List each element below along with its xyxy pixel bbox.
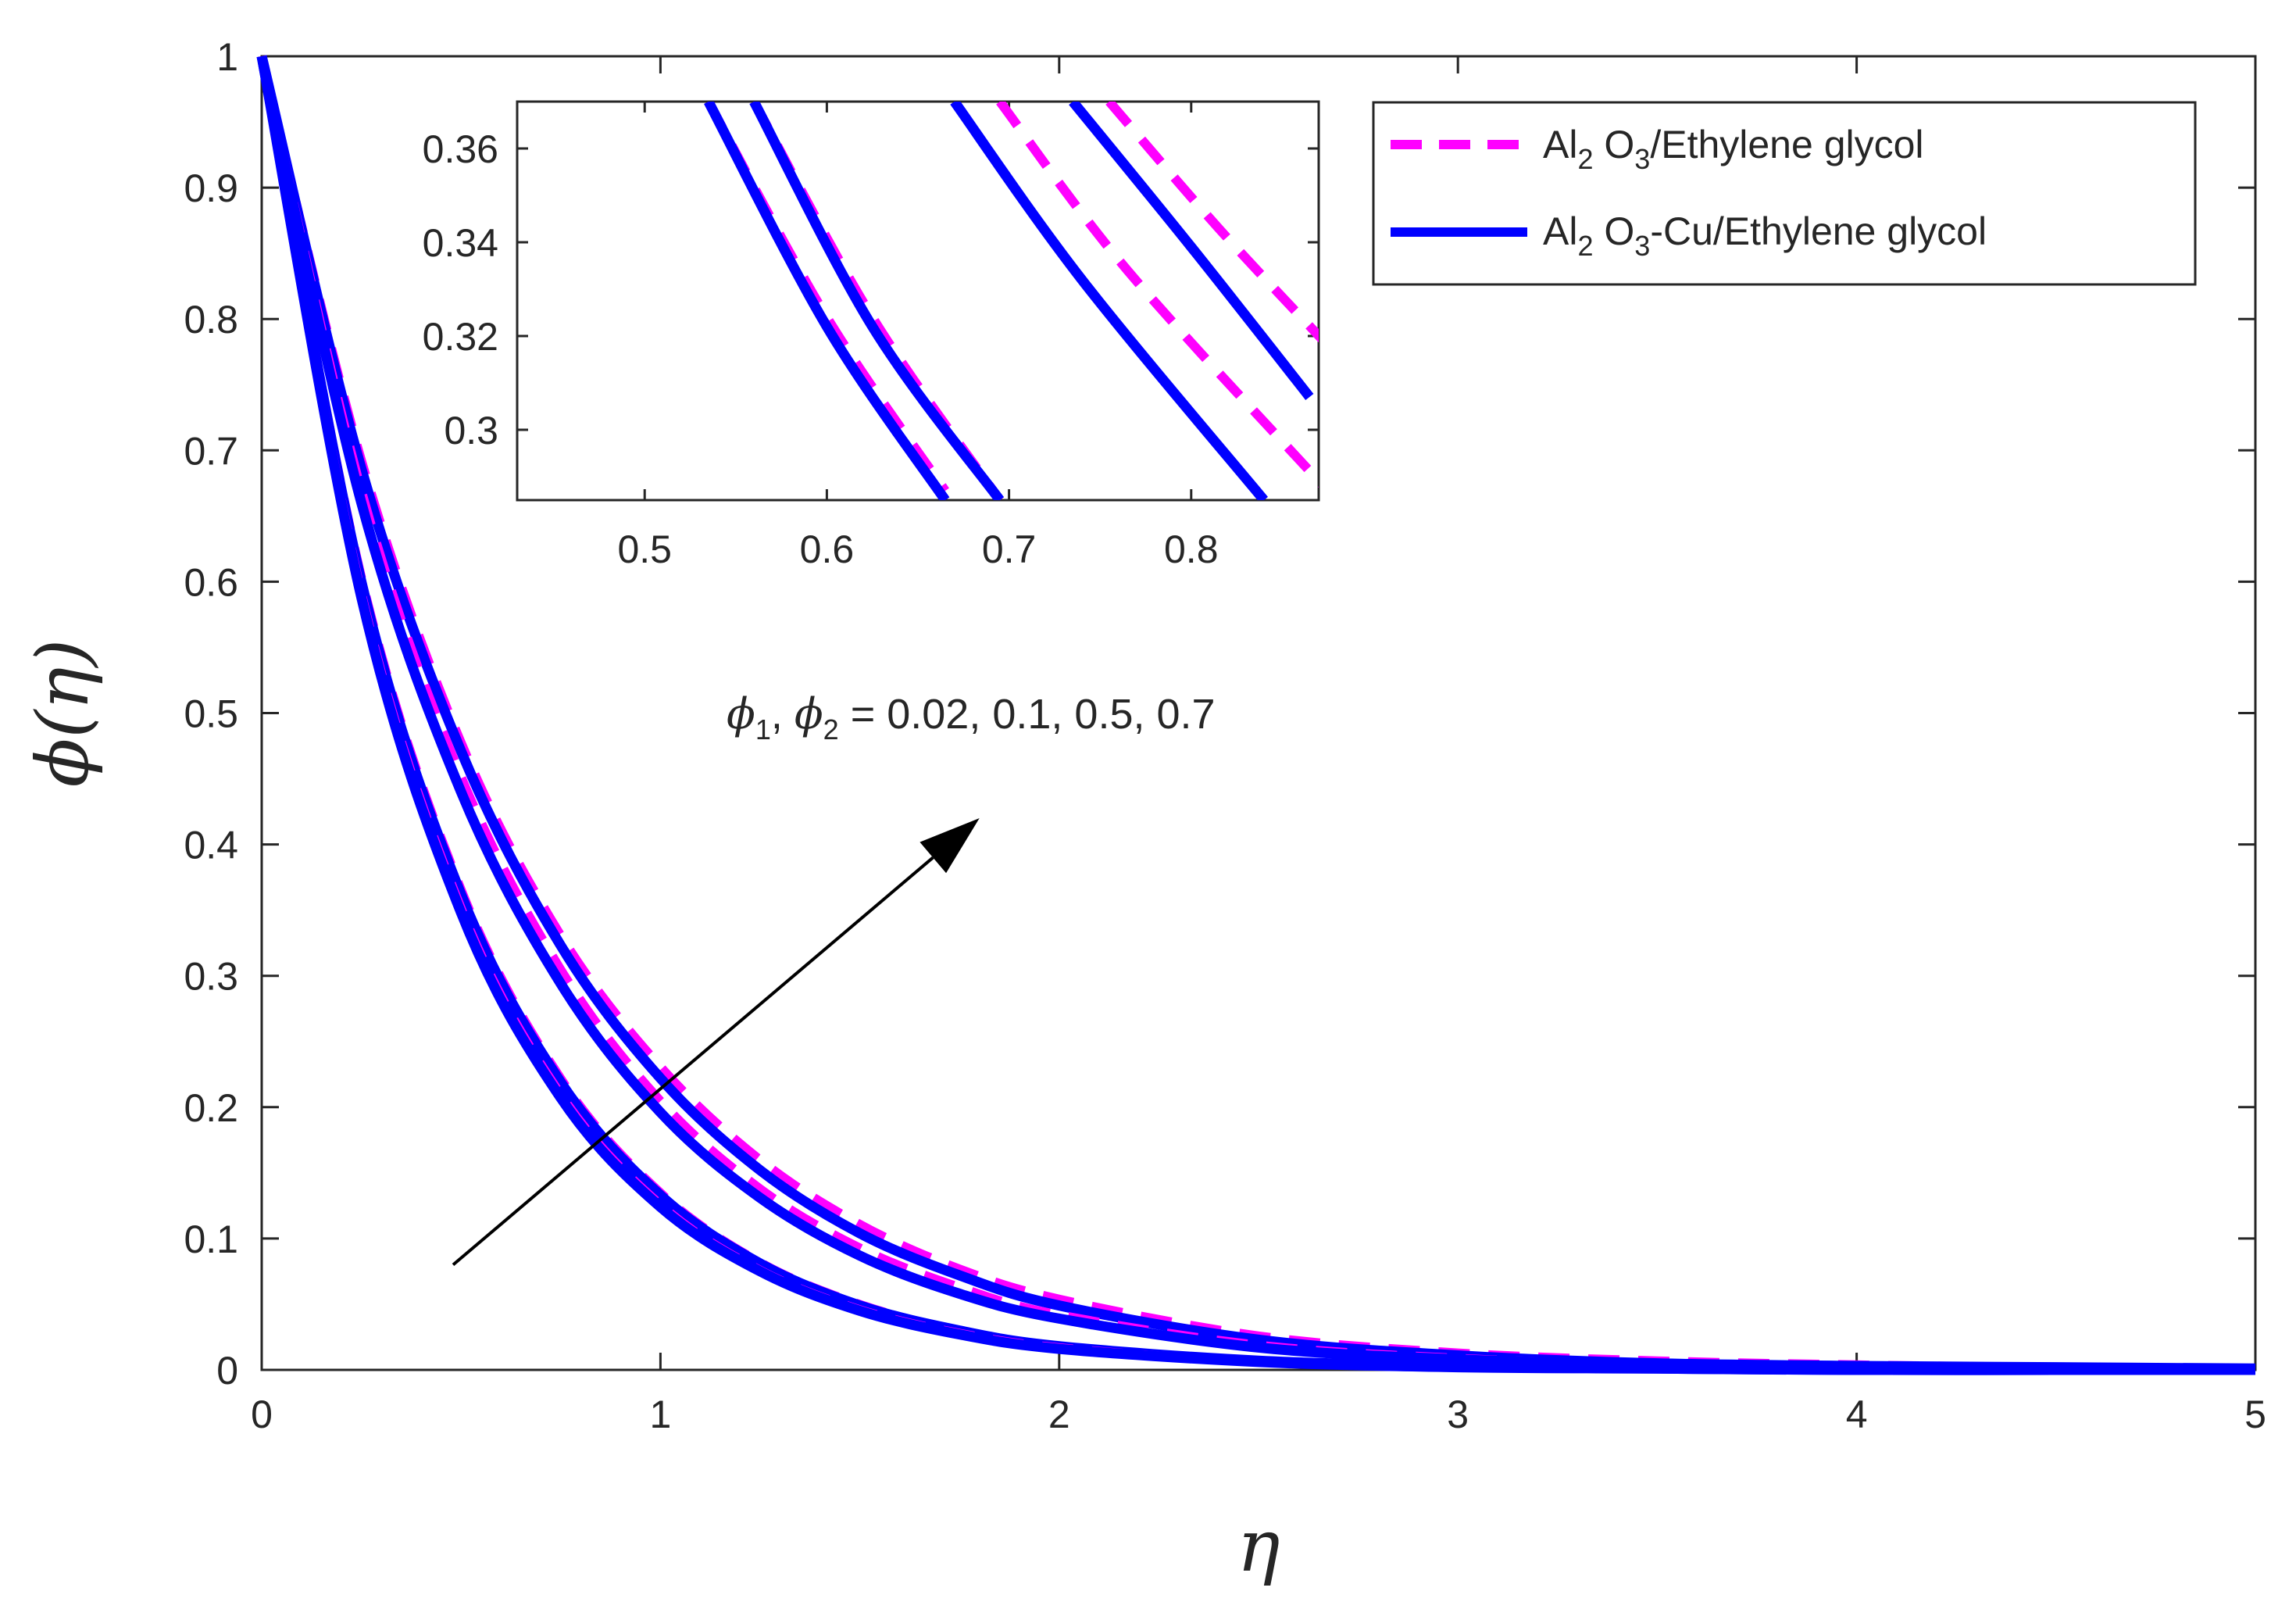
main-series-group bbox=[256, 55, 2256, 1375]
inset-series-line-6-al2o3 bbox=[996, 102, 1319, 488]
x-tick-label: 2 bbox=[1048, 1393, 1070, 1436]
inset-x-tick-label: 0.6 bbox=[800, 527, 855, 571]
inset-series-line-7-hybrid bbox=[950, 102, 1269, 500]
inset-y-tick-label: 0.3 bbox=[444, 409, 498, 452]
inset-series-group bbox=[704, 102, 1319, 500]
legend-box bbox=[1372, 101, 2197, 286]
y-tick-label: 0 bbox=[216, 1349, 238, 1393]
y-tick-label: 0.6 bbox=[184, 560, 238, 604]
x-axis-label: η bbox=[1237, 1504, 1280, 1588]
x-tick-label: 0 bbox=[251, 1393, 273, 1436]
x-tick-label: 5 bbox=[2244, 1393, 2266, 1436]
inset-y-tick-label: 0.34 bbox=[423, 221, 498, 265]
inset-axes-box bbox=[516, 100, 1320, 502]
legend-al2o3-o: O bbox=[1594, 123, 1635, 166]
inset-series-line-5-hybrid bbox=[1069, 102, 1314, 401]
legend-al2o3-sub3: 3 bbox=[1634, 143, 1650, 175]
main-y-ticks: 0 0.1 0.2 0.3 0.4 0.5 0.6 0.7 0.8 0.9 1 bbox=[184, 35, 2255, 1393]
annotation-sub-2: 2 bbox=[823, 713, 839, 746]
y-tick-label: 1 bbox=[216, 35, 238, 79]
annotation-text: ϕ1, ϕ2 = 0.02, 0.1, 0.5, 0.7 bbox=[727, 689, 1216, 746]
legend-al2o3-tail: /Ethylene glycol bbox=[1650, 123, 1923, 166]
legend-entry-hybrid: Al2 O3-Cu/Ethylene glycol bbox=[1543, 209, 1987, 262]
annotation-values: = 0.02, 0.1, 0.5, 0.7 bbox=[839, 691, 1216, 738]
main-x-ticks: 0 1 2 3 4 5 bbox=[251, 56, 2266, 1436]
y-tick-label: 0.1 bbox=[184, 1217, 238, 1261]
y-tick-label: 0.3 bbox=[184, 955, 238, 999]
inset-series-line-4-al2o3 bbox=[1105, 102, 1319, 343]
y-tick-label: 0.4 bbox=[184, 824, 238, 867]
legend: Al2 O3/Ethylene glycol Al2 O3-Cu/Ethylen… bbox=[1372, 101, 2197, 286]
legend-hybrid-tail: -Cu/Ethylene glycol bbox=[1650, 209, 1987, 253]
annotation: ϕ1, ϕ2 = 0.02, 0.1, 0.5, 0.7 bbox=[452, 689, 1216, 1267]
x-tick-label: 4 bbox=[1846, 1393, 1868, 1436]
legend-al2o3-sub2: 2 bbox=[1577, 143, 1593, 175]
inset-series-line-1-hybrid bbox=[704, 102, 950, 500]
y-tick-label: 0.7 bbox=[184, 429, 238, 473]
y-axis-label: ϕ(η) bbox=[21, 639, 105, 788]
legend-hybrid-sub2: 2 bbox=[1577, 230, 1593, 262]
legend-entry-al2o3: Al2 O3/Ethylene glycol bbox=[1543, 123, 1924, 175]
annotation-phi-2: ϕ bbox=[794, 689, 823, 738]
y-tick-label: 0.9 bbox=[184, 166, 238, 210]
annotation-separator: , bbox=[771, 691, 794, 738]
legend-hybrid-al: Al bbox=[1543, 209, 1577, 253]
inset-x-tick-label: 0.5 bbox=[617, 527, 672, 571]
y-tick-label: 0.2 bbox=[184, 1086, 238, 1130]
inset-x-tick-label: 0.7 bbox=[982, 527, 1037, 571]
x-tick-label: 1 bbox=[649, 1393, 671, 1436]
series-line-7-hybrid bbox=[256, 55, 2255, 1375]
annotation-arrow-line bbox=[452, 856, 934, 1267]
legend-al2o3-al: Al bbox=[1543, 123, 1577, 166]
inset-y-tick-label: 0.32 bbox=[423, 315, 498, 359]
annotation-phi-1: ϕ bbox=[727, 689, 755, 738]
x-tick-label: 3 bbox=[1447, 1393, 1469, 1436]
legend-hybrid-sub3: 3 bbox=[1634, 230, 1650, 262]
inset-plot: 0.3 0.32 0.34 0.36 0.5 0.6 0.7 0.8 bbox=[423, 100, 1320, 571]
y-tick-label: 0.8 bbox=[184, 298, 238, 341]
inset-series-line-3-hybrid bbox=[749, 102, 1005, 500]
y-tick-label: 0.5 bbox=[184, 692, 238, 736]
annotation-sub-1: 1 bbox=[755, 713, 771, 746]
inset-y-tick-label: 0.36 bbox=[423, 127, 498, 171]
inset-x-tick-label: 0.8 bbox=[1164, 527, 1219, 571]
legend-hybrid-o: O bbox=[1594, 209, 1635, 253]
inset-y-ticks: 0.3 0.32 0.34 0.36 bbox=[423, 127, 1319, 452]
inset-x-ticks: 0.5 0.6 0.7 0.8 bbox=[617, 102, 1219, 571]
annotation-arrow-head bbox=[919, 817, 980, 874]
